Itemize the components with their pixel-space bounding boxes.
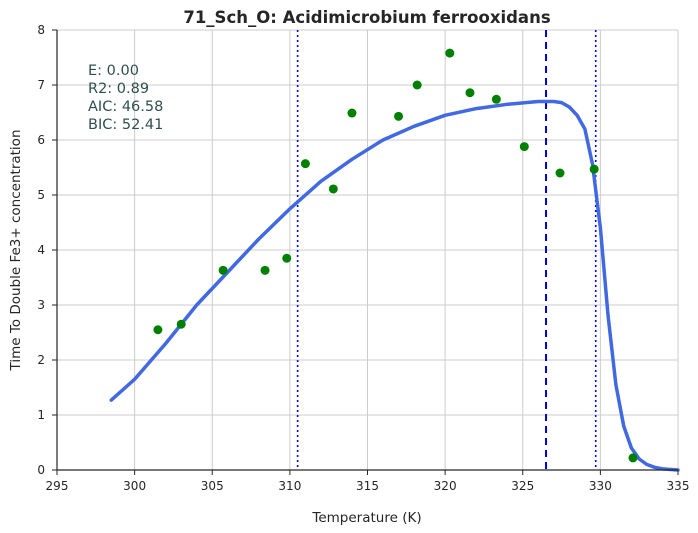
y-tick-label: 6 [37, 133, 45, 147]
data-point [628, 453, 638, 463]
data-point [445, 48, 455, 58]
x-tick-label: 300 [123, 479, 146, 493]
grid-layer [56, 29, 679, 471]
stats-annotation: E: 0.00 R2: 0.89 AIC: 46.58 BIC: 52.41 [88, 63, 163, 133]
x-tick-label: 315 [356, 479, 379, 493]
axis-layer: 295 300 305 310 315 320 325 330 335 0 1 2 3 4 5 6 7 8 [37, 23, 689, 493]
y-tick-label: 0 [37, 463, 45, 477]
data-point [218, 265, 228, 275]
vline-layer [296, 30, 597, 470]
data-point [176, 319, 186, 329]
x-tick-label: 325 [511, 479, 534, 493]
y-tick-label: 1 [37, 408, 45, 422]
chart-title: 71_Sch_O: Acidimicrobium ferrooxidans [183, 8, 550, 27]
data-point [347, 108, 357, 118]
data-point [260, 265, 270, 275]
stat-line: E: 0.00 [88, 63, 139, 79]
x-tick-label: 320 [434, 479, 457, 493]
x-tick-label: 330 [589, 479, 612, 493]
point-layer [153, 48, 638, 463]
curve-layer [109, 99, 680, 472]
data-point [589, 164, 599, 174]
x-tick-label: 295 [46, 479, 69, 493]
data-point [153, 325, 163, 335]
y-tick-label: 4 [37, 243, 45, 257]
x-axis-label: Temperature (K) [311, 510, 421, 526]
data-point [555, 168, 565, 178]
stat-line: R2: 0.89 [88, 81, 149, 97]
data-point [282, 253, 292, 263]
y-axis-label: Time To Double Fe3+ concentration [8, 130, 24, 372]
data-point [412, 80, 422, 90]
y-tick-label: 8 [37, 23, 45, 37]
model-curve [109, 99, 680, 472]
x-tick-label: 335 [667, 479, 690, 493]
y-tick-label: 3 [37, 298, 45, 312]
stat-line: AIC: 46.58 [88, 99, 163, 115]
x-tick-label: 310 [278, 479, 301, 493]
data-point [491, 94, 501, 104]
data-point [519, 142, 529, 152]
y-tick-label: 5 [37, 188, 45, 202]
data-point [465, 88, 475, 98]
data-point [300, 159, 310, 169]
data-point [328, 184, 338, 194]
data-point [394, 111, 404, 121]
y-tick-label: 2 [37, 353, 45, 367]
y-tick-label: 7 [37, 78, 45, 92]
x-tick-label: 305 [201, 479, 224, 493]
stat-line: BIC: 52.41 [88, 117, 163, 133]
